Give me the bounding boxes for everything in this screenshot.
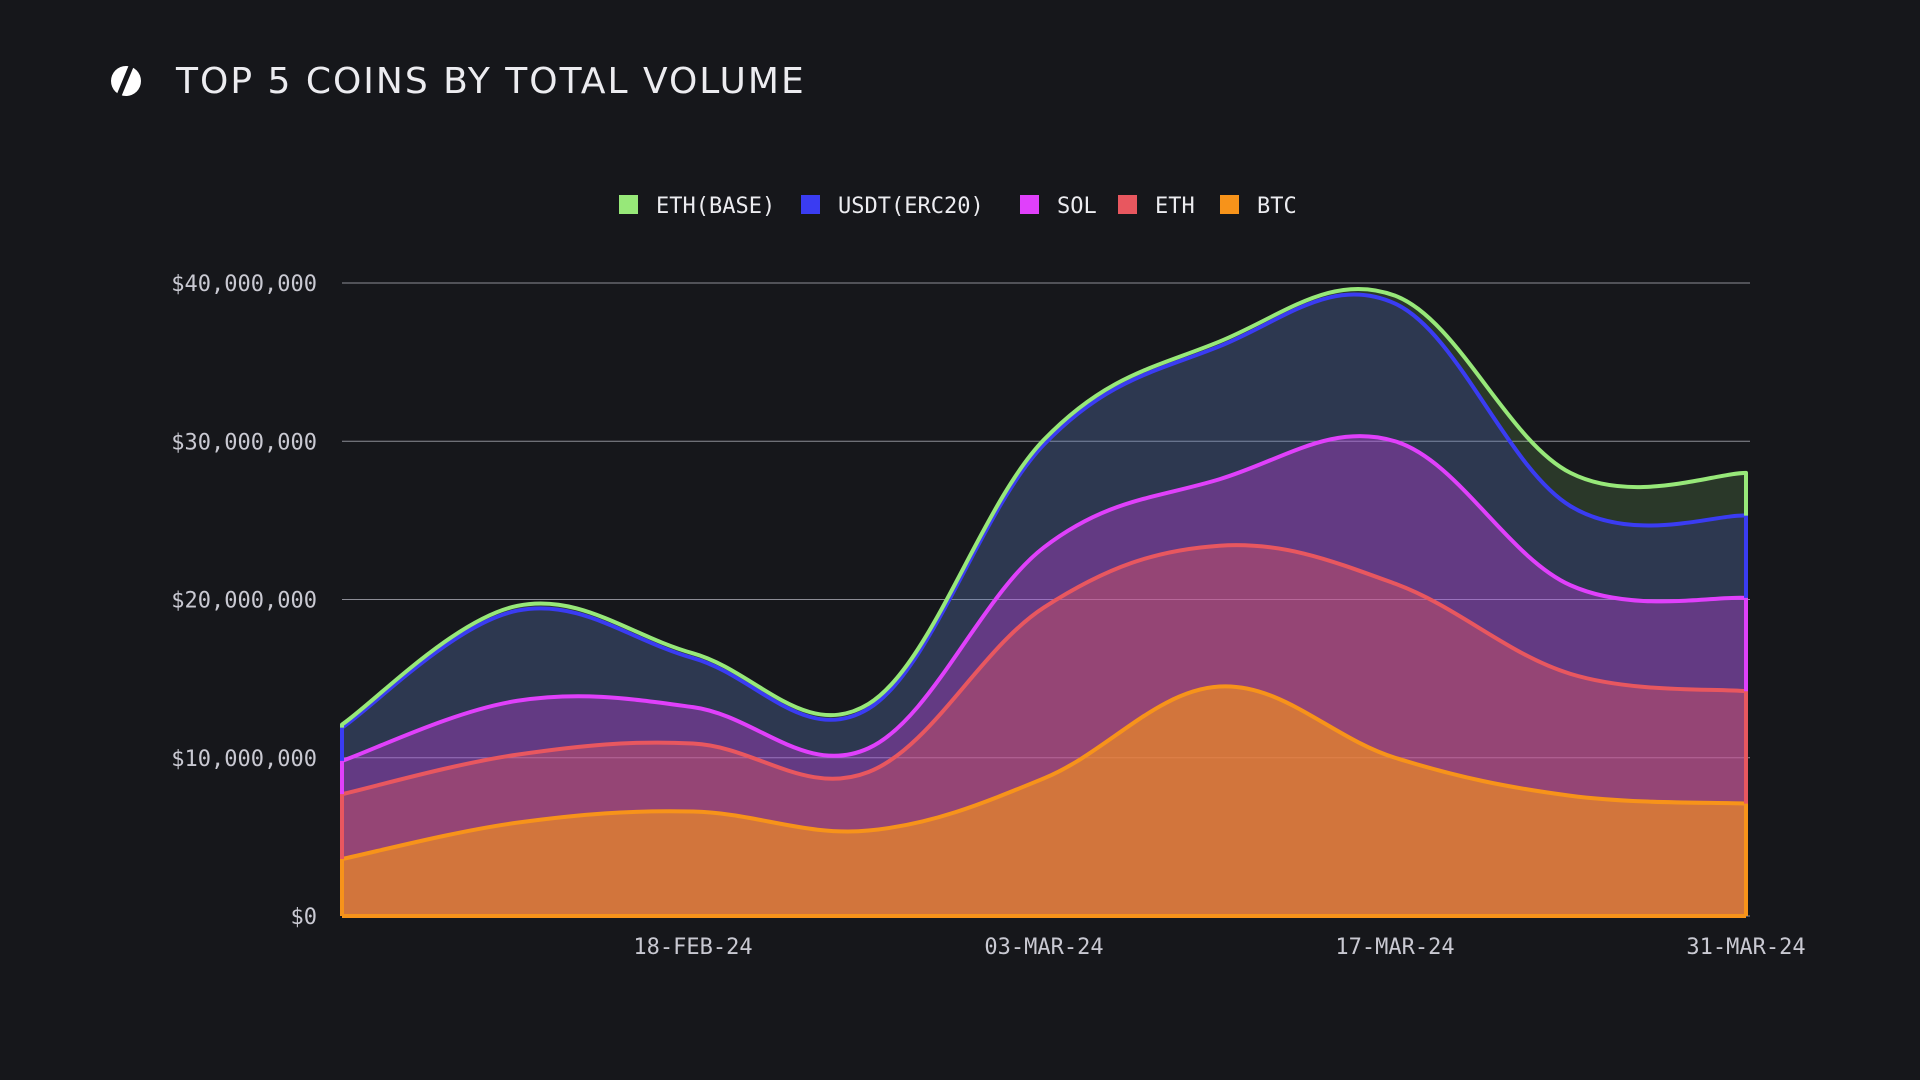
legend-label: USDT(ERC20) (838, 194, 984, 219)
y-tick-label: $30,000,000 (171, 430, 317, 455)
legend-swatch (801, 195, 820, 214)
legend-swatch (1220, 195, 1239, 214)
legend-item-btc[interactable]: BTC (1220, 194, 1297, 219)
legend-swatch (1118, 195, 1137, 214)
legend-label: BTC (1257, 194, 1297, 219)
y-tick-label: $0 (291, 905, 318, 930)
line-usdt-erc20- (340, 292, 1748, 761)
line-sol (340, 434, 1748, 795)
legend[interactable]: ETH(BASE) USDT(ERC20) SOL ETH BTC (619, 194, 1297, 219)
line-btc (340, 684, 1748, 916)
line-eth (340, 543, 1748, 860)
legend-item-usdt-erc20-[interactable]: USDT(ERC20) (801, 194, 984, 219)
series-lines (340, 286, 1748, 918)
x-tick-label: 31-MAR-24 (1686, 935, 1805, 960)
y-axis-ticks: $0 $10,000,000 $20,000,000 $30,000,000 $40,0… (171, 272, 317, 930)
line-eth-base- (340, 286, 1748, 728)
legend-item-eth-base-[interactable]: ETH(BASE) (619, 194, 775, 219)
legend-label: ETH(BASE) (656, 194, 775, 219)
legend-item-eth[interactable]: ETH (1118, 194, 1195, 219)
x-tick-label: 17-MAR-24 (1335, 935, 1454, 960)
y-tick-label: $20,000,000 (171, 589, 317, 614)
chart-title: TOP 5 COINS BY TOTAL VOLUME (176, 60, 806, 102)
legend-label: SOL (1057, 194, 1097, 219)
y-tick-label: $10,000,000 (171, 747, 317, 772)
legend-swatch (1020, 195, 1039, 214)
x-tick-label: 03-MAR-24 (984, 935, 1103, 960)
s-logo-icon (111, 63, 141, 99)
x-tick-label: 18-FEB-24 (633, 935, 752, 960)
area-btc (342, 686, 1746, 916)
legend-label: ETH (1155, 194, 1195, 219)
legend-item-sol[interactable]: SOL (1020, 194, 1097, 219)
x-axis-ticks: 18-FEB-24 03-MAR-24 17-MAR-24 31-MAR-24 (633, 935, 1805, 960)
y-tick-label: $40,000,000 (171, 272, 317, 297)
chart-header: TOP 5 COINS BY TOTAL VOLUME (110, 58, 806, 104)
legend-swatch (619, 195, 638, 214)
